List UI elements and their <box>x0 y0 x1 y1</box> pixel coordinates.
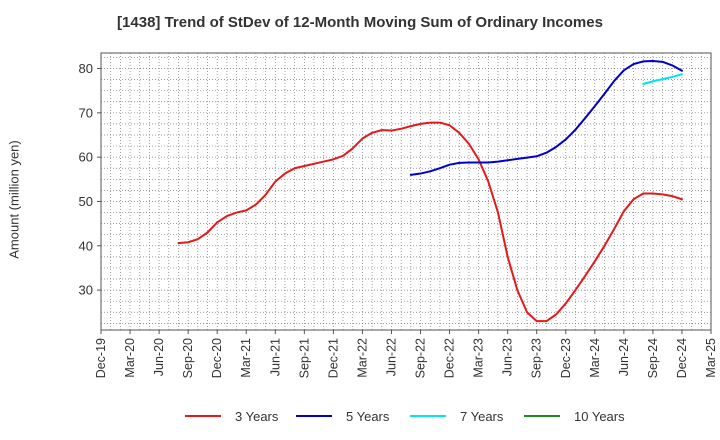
legend-label-3-years: 3 Years <box>235 408 279 424</box>
series-line-5-years <box>409 59 683 176</box>
y-tick-labels: 30 40 50 60 70 80 <box>79 61 101 298</box>
legend-label-5-years: 5 Years <box>346 408 390 424</box>
grid-layer <box>101 53 711 330</box>
x-tick-label: Jun-20 <box>152 338 166 376</box>
x-tick-label: Dec-24 <box>675 338 689 378</box>
legend: 3 Years 5 Years 7 Years 10 Years <box>0 406 720 426</box>
x-tick-label: Mar-23 <box>472 338 486 378</box>
legend-item-5-years[interactable]: 5 Years <box>296 406 389 426</box>
x-tick-label: Mar-21 <box>239 338 253 378</box>
y-tick-label: 80 <box>79 61 93 76</box>
x-tick-label: Sep-21 <box>297 338 311 378</box>
x-tick-label: Mar-24 <box>588 338 602 378</box>
legend-swatch-5-years <box>296 415 332 417</box>
legend-label-7-years: 7 Years <box>460 408 504 424</box>
x-tick-label: Mar-20 <box>123 338 137 378</box>
y-tick-label: 50 <box>79 194 93 209</box>
x-tick-label: Dec-23 <box>559 338 573 378</box>
plot-frame <box>100 52 712 331</box>
x-tick-label: Dec-19 <box>94 338 108 378</box>
x-tick-label: Jun-24 <box>617 338 631 376</box>
series-layer <box>177 59 683 323</box>
x-tick-label: Dec-21 <box>326 338 340 378</box>
series-line-7-years <box>642 73 683 86</box>
y-tick-label: 70 <box>79 105 93 120</box>
series-line-3-years <box>177 121 683 323</box>
x-tick-label: Dec-22 <box>443 338 457 378</box>
legend-swatch-3-years <box>185 415 221 417</box>
legend-item-3-years[interactable]: 3 Years <box>185 406 278 426</box>
x-tick-label: Jun-23 <box>501 338 515 376</box>
chart-title: [1438] Trend of StDev of 12-Month Moving… <box>117 14 603 31</box>
x-tick-label: Mar-22 <box>355 338 369 378</box>
x-tick-label: Jun-22 <box>384 338 398 376</box>
x-tick-label: Sep-22 <box>414 338 428 378</box>
x-tick-labels: Dec-19 Mar-20 Jun-20 Sep-20 Dec-20 Mar-21 Jun-… <box>94 330 718 378</box>
y-tick-label: 30 <box>79 283 93 298</box>
x-tick-label: Sep-20 <box>181 338 195 378</box>
legend-item-10-years[interactable]: 10 Years <box>524 406 625 426</box>
y-tick-label: 60 <box>79 150 93 165</box>
legend-swatch-7-years <box>410 415 446 417</box>
y-tick-label: 40 <box>79 238 93 253</box>
x-tick-label: Jun-21 <box>268 338 282 376</box>
x-tick-label: Sep-23 <box>530 338 544 378</box>
x-tick-label: Mar-25 <box>704 338 718 378</box>
x-tick-label: Dec-20 <box>210 338 224 378</box>
legend-item-7-years[interactable]: 7 Years <box>410 406 503 426</box>
legend-swatch-10-years <box>524 415 560 417</box>
x-tick-label: Sep-24 <box>646 338 660 378</box>
legend-label-10-years: 10 Years <box>574 408 625 424</box>
